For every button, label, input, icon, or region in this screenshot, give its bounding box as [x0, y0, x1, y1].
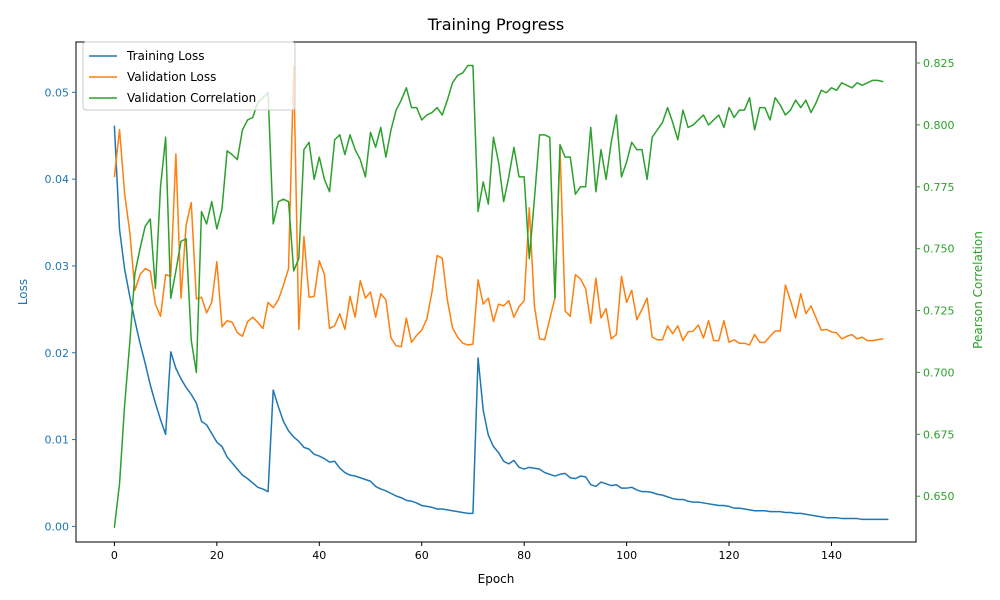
legend: Training Loss Validation Loss Validation C…: [82, 41, 296, 111]
plot-frame: [75, 41, 917, 543]
y-axis-right-label: Pearson Correlation: [971, 231, 985, 349]
y-left-tick-label: 0.03: [45, 260, 70, 273]
y-right-tick-label: 0.700: [923, 366, 955, 379]
legend-box: [82, 41, 296, 111]
x-tick-label: 0: [111, 549, 118, 562]
y-axis-left-label: Loss: [16, 279, 30, 305]
x-tick-label: 80: [517, 549, 531, 562]
plot-area: [75, 41, 917, 543]
series-line-training-loss: [113, 125, 889, 521]
y-right-tick-label: 0.800: [923, 119, 955, 132]
legend-label: Training Loss: [126, 49, 204, 63]
y-left-tick-label: 0.02: [45, 347, 70, 360]
x-tick-label: 100: [616, 549, 637, 562]
y-axis-left: 0.00 0.01 0.02 0.03 0.04 0.05: [45, 86, 76, 533]
x-tick-label: 20: [210, 549, 224, 562]
y-left-tick-label: 0.04: [45, 173, 70, 186]
plot-background: [76, 42, 916, 542]
y-right-tick-label: 0.750: [923, 243, 955, 256]
y-right-tick-label: 0.675: [923, 428, 955, 441]
y-left-tick-label: 0.05: [45, 86, 70, 99]
x-axis-label: Epoch: [478, 572, 515, 586]
y-left-tick-label: 0.00: [45, 520, 70, 533]
y-right-tick-label: 0.825: [923, 57, 955, 70]
x-tick-label: 140: [821, 549, 842, 562]
series-layer: [113, 64, 889, 528]
series-line-validation-loss: [113, 65, 884, 348]
legend-label: Validation Loss: [127, 70, 216, 84]
y-right-tick-label: 0.775: [923, 181, 955, 194]
y-right-tick-label: 0.725: [923, 305, 955, 318]
legend-label: Validation Correlation: [127, 91, 256, 105]
y-axis-right: 0.650 0.675 0.700 0.725 0.750 0.775 0.800 0.825: [916, 57, 955, 503]
x-axis: 0 20 40 60 80 100 120 140: [111, 542, 842, 562]
y-right-tick-label: 0.650: [923, 490, 955, 503]
x-tick-label: 40: [312, 549, 326, 562]
series-line-validation-correlation: [113, 64, 884, 528]
x-tick-label: 120: [719, 549, 740, 562]
chart-title: Training Progress: [427, 15, 565, 34]
x-tick-label: 60: [415, 549, 429, 562]
y-left-tick-label: 0.01: [45, 434, 70, 447]
